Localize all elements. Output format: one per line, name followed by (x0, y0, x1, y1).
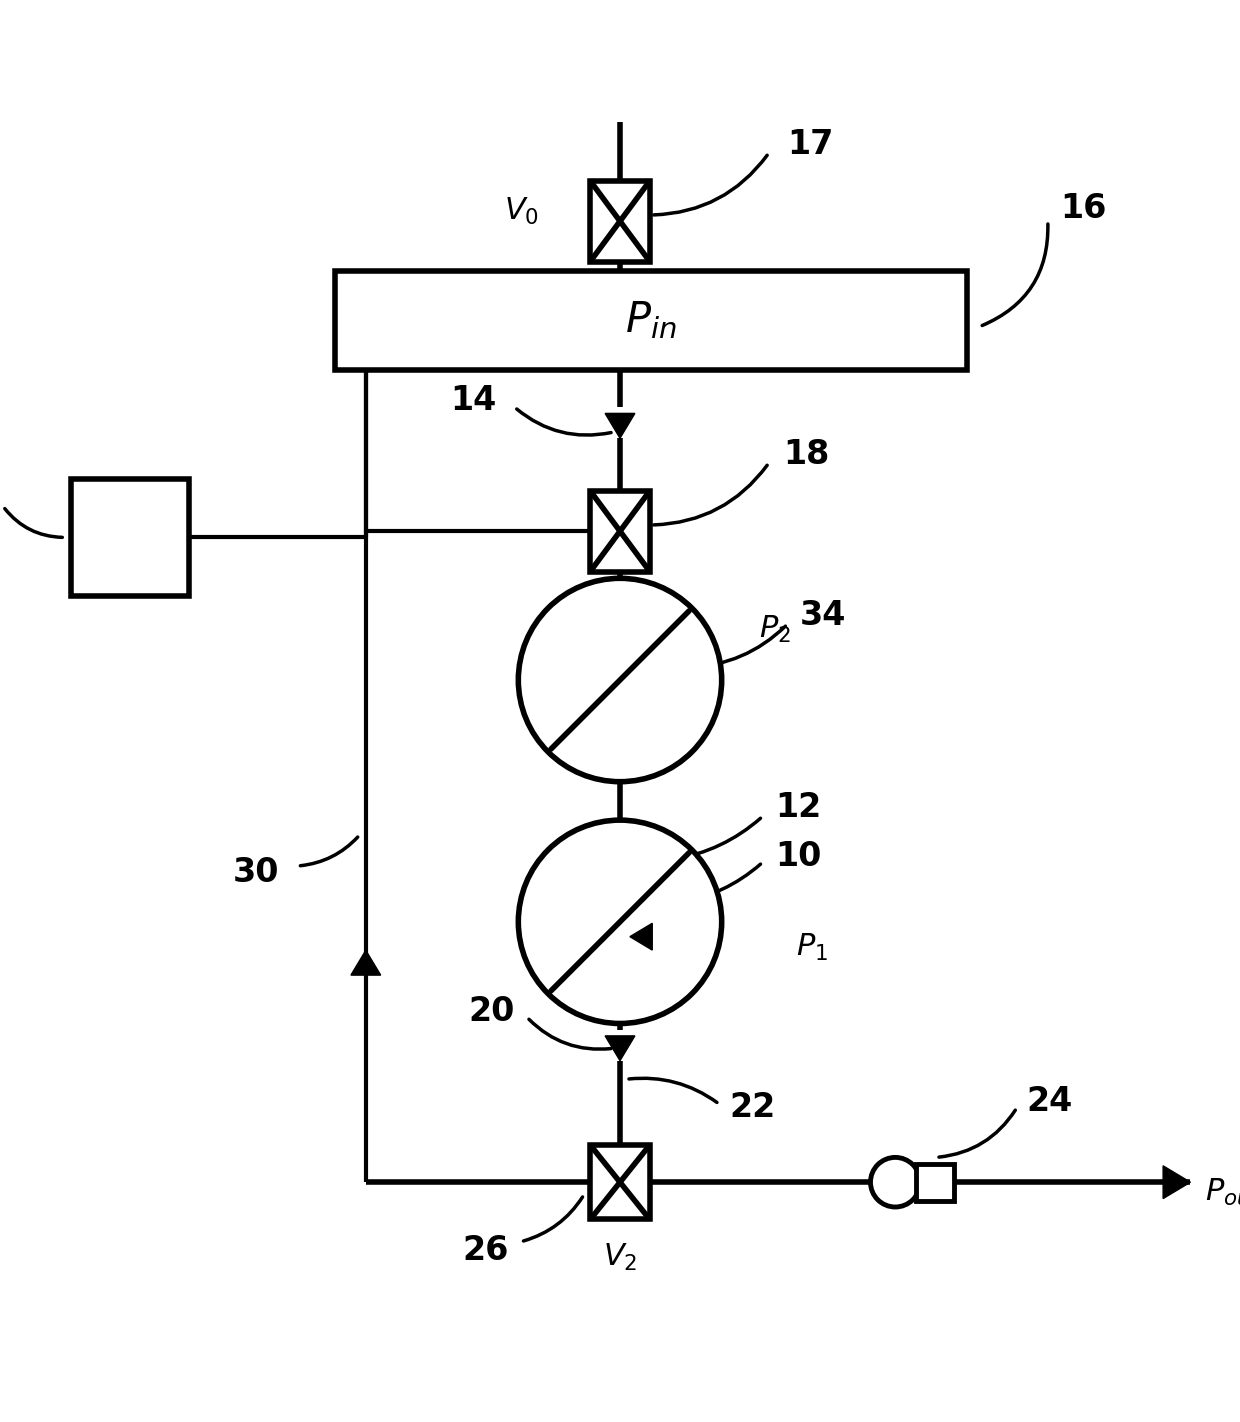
Text: $V_0$: $V_0$ (505, 196, 539, 228)
Polygon shape (351, 950, 381, 975)
Text: $P_2$: $P_2$ (759, 614, 791, 644)
Text: $V_1$: $V_1$ (588, 594, 622, 624)
Bar (590, 491, 650, 572)
Text: 30: 30 (233, 856, 279, 889)
Bar (590, 181, 650, 262)
Text: 24: 24 (1027, 1085, 1073, 1118)
Text: $P_{in}$: $P_{in}$ (625, 300, 677, 341)
Polygon shape (605, 414, 635, 438)
Text: $P_1$: $P_1$ (796, 931, 828, 963)
Text: 12: 12 (775, 791, 821, 825)
Text: $P_{out}$: $P_{out}$ (1205, 1176, 1240, 1207)
Text: 20: 20 (469, 994, 515, 1028)
Text: 10: 10 (775, 839, 821, 873)
Bar (590, 1145, 650, 1220)
Bar (335, 270, 967, 370)
Text: 26: 26 (463, 1234, 508, 1267)
Bar (71, 478, 188, 596)
Text: 17: 17 (787, 128, 833, 161)
Text: 22: 22 (729, 1091, 775, 1125)
Circle shape (518, 820, 722, 1024)
Circle shape (870, 1158, 920, 1207)
Polygon shape (1163, 1166, 1190, 1199)
Polygon shape (605, 1035, 635, 1061)
Text: 34: 34 (800, 599, 846, 631)
Text: $V_2$: $V_2$ (603, 1241, 637, 1273)
Text: 14: 14 (450, 384, 496, 418)
Text: 16: 16 (1060, 192, 1106, 225)
Circle shape (518, 579, 722, 782)
Polygon shape (630, 923, 652, 950)
Text: 18: 18 (784, 438, 830, 471)
Bar (916, 1163, 954, 1200)
